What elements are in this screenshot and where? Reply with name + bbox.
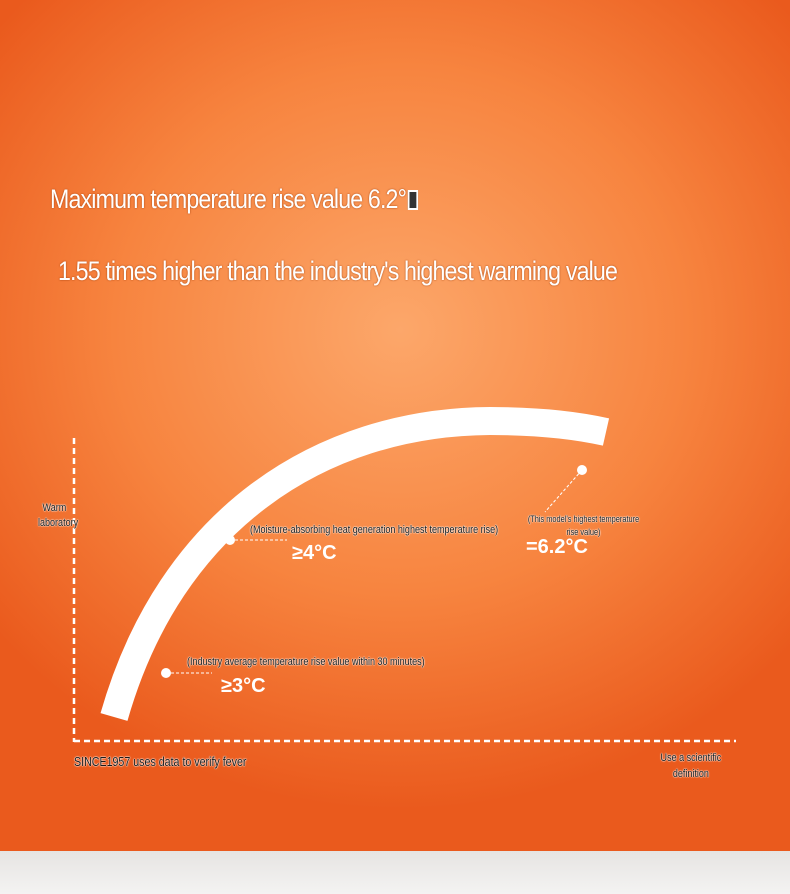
x-axis-label-right: Use a scientific definition <box>660 752 722 780</box>
leader-line <box>544 469 583 513</box>
bottom-band <box>0 851 790 894</box>
point-caption: (Industry average temperature rise value… <box>187 656 425 668</box>
point-value: =6.2°C <box>526 536 588 558</box>
point-value: ≥3°C <box>221 675 266 697</box>
point-6-2c <box>577 465 587 475</box>
point-caption: (Moisture-absorbing heat generation high… <box>250 524 499 536</box>
x-axis-label-left: SINCE1957 uses data to verify fever <box>74 754 247 769</box>
point-caption: (This model's highest temperature rise v… <box>527 514 640 537</box>
point-value: ≥4°C <box>292 542 337 564</box>
missing-glyph-icon <box>407 190 419 210</box>
temperature-curve-diagram <box>72 406 736 743</box>
point-4c <box>225 535 235 545</box>
headline-subtitle: 1.55 times higher than the industry's hi… <box>58 256 618 286</box>
headline-title: Maximum temperature rise value 6.2° <box>50 184 419 215</box>
point-3c <box>161 668 171 678</box>
temperature-curve <box>100 406 610 721</box>
y-axis-label: Warm laboratory <box>38 502 79 529</box>
